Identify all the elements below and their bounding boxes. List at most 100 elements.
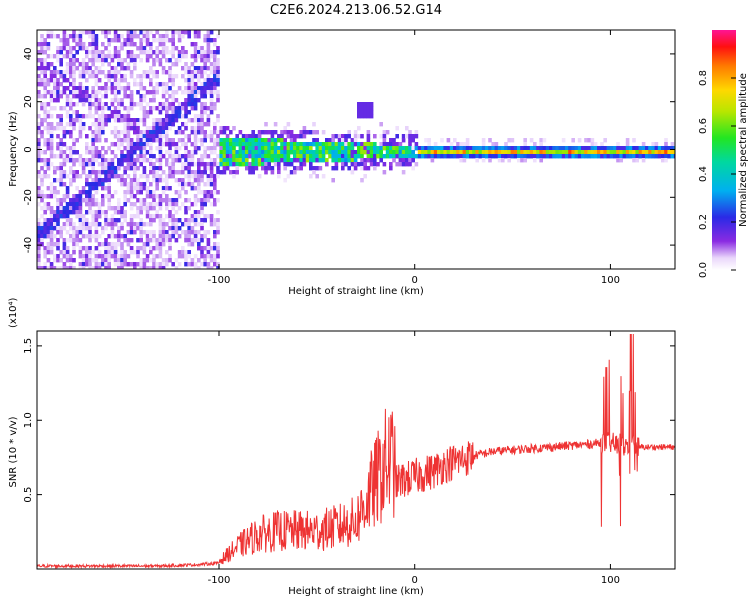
spectrogram-cell — [133, 42, 137, 47]
spectrogram-cell — [197, 230, 201, 235]
spectrogram-cell — [238, 158, 243, 163]
spectrogram-cell — [91, 250, 95, 255]
spectrogram-cell — [85, 198, 89, 203]
spectrogram-cell — [360, 110, 364, 115]
spectrogram-cell — [155, 50, 159, 55]
spectrogram-cell — [152, 130, 156, 135]
spectrogram-cell — [619, 158, 623, 163]
spectrogram-cell — [40, 42, 44, 47]
spectrogram-cell — [376, 146, 380, 151]
spectrogram-y-tick-label: -20 — [23, 189, 34, 205]
spectrogram-cell — [142, 114, 147, 119]
spectrogram-cell — [145, 234, 150, 239]
spectrogram-cell — [181, 130, 185, 135]
spectrogram-cell — [142, 146, 147, 151]
spectrogram-cell — [187, 110, 191, 115]
spectrogram-cell — [654, 146, 659, 151]
spectrogram-cell — [139, 210, 143, 215]
spectrogram-cell — [187, 242, 191, 247]
spectrogram-cell — [43, 106, 47, 111]
spectrogram-cell — [65, 258, 70, 263]
spectrogram-cell — [187, 218, 191, 223]
spectrogram-cell — [373, 158, 377, 163]
spectrogram-cell — [187, 226, 191, 231]
spectrogram-cell — [245, 138, 249, 143]
spectrogram-cell — [97, 170, 102, 175]
spectrogram-cell — [152, 234, 156, 239]
spectrogram-cell — [651, 150, 655, 155]
spectrogram-cell — [126, 30, 131, 35]
spectrogram-cell — [168, 234, 172, 239]
spectrogram-cell — [664, 142, 668, 147]
spectrogram-cell — [94, 238, 99, 243]
spectrogram-cell — [142, 70, 147, 75]
spectrogram-cell — [165, 234, 169, 239]
spectrogram-cell — [123, 182, 127, 187]
spectrogram-cell — [200, 206, 204, 211]
spectrogram-cell — [62, 250, 67, 255]
spectrogram-cell — [40, 182, 44, 187]
spectrogram-cell — [190, 174, 195, 179]
spectrogram-cell — [299, 142, 303, 147]
spectrogram-cell — [318, 166, 323, 171]
spectrogram-cell — [126, 86, 131, 91]
spectrogram-cell — [152, 194, 156, 199]
spectrogram-cell — [69, 258, 73, 263]
spectrogram-cell — [75, 202, 79, 207]
spectrogram-cell — [129, 194, 134, 199]
spectrogram-cell — [53, 98, 57, 103]
spectrogram-cell — [392, 150, 396, 155]
spectrogram-cell — [123, 66, 127, 71]
spectrogram-cell — [126, 154, 131, 159]
spectrogram-cell — [206, 34, 211, 39]
spectrogram-cell — [59, 162, 63, 167]
spectrogram-cell — [184, 210, 188, 215]
spectrogram-cell — [193, 98, 198, 103]
spectrogram-cell — [341, 158, 345, 163]
spectrogram-cell — [193, 198, 198, 203]
spectrogram-cell — [37, 146, 41, 151]
spectrogram-cell — [408, 158, 412, 163]
spectrogram-cell — [245, 158, 249, 163]
spectrogram-cell — [72, 178, 76, 183]
spectrogram-cell — [46, 30, 51, 35]
spectrogram-cell — [94, 102, 99, 107]
spectrogram-cell — [632, 138, 636, 143]
spectrogram-cell — [149, 42, 153, 47]
spectrogram-cell — [139, 78, 143, 83]
spectrogram-cell — [382, 142, 387, 147]
spectrogram-cell — [248, 138, 252, 143]
spectrogram-cell — [225, 142, 230, 147]
spectrogram-cell — [85, 86, 89, 91]
spectrogram-cell — [360, 178, 364, 183]
spectrogram-cell — [488, 146, 492, 151]
spectrogram-cell — [584, 150, 588, 155]
spectrogram-cell — [123, 202, 127, 207]
spectrogram-cell — [94, 46, 99, 51]
spectrogram-cell — [299, 146, 303, 151]
spectrogram-cell — [40, 214, 44, 219]
spectrogram-cell — [59, 250, 63, 255]
spectrogram-cell — [101, 186, 105, 191]
spectrogram-cell — [193, 210, 198, 215]
spectrogram-cell — [152, 230, 156, 235]
spectrogram-cell — [139, 94, 143, 99]
spectrogram-cell — [65, 254, 70, 259]
colorbar: 0.00.20.40.60.8 Normalized spectral ampl… — [698, 30, 749, 278]
spectrogram-cell — [216, 130, 220, 135]
spectrogram-cell — [168, 254, 172, 259]
spectrogram-cell — [139, 30, 143, 35]
spectrogram-cell — [174, 118, 179, 123]
spectrogram-cell — [59, 142, 63, 147]
spectrogram-cell — [190, 230, 195, 235]
spectrogram-cell — [168, 258, 172, 263]
spectrogram-cell — [129, 222, 134, 227]
spectrogram-cell — [609, 150, 614, 155]
spectrogram-cell — [321, 130, 326, 135]
spectrogram-cell — [37, 254, 41, 259]
spectrogram-cell — [81, 170, 86, 175]
spectrogram-cell — [206, 82, 211, 87]
spectrogram-cell — [97, 178, 102, 183]
spectrogram-cell — [94, 66, 99, 71]
spectrogram-cell — [72, 66, 76, 71]
